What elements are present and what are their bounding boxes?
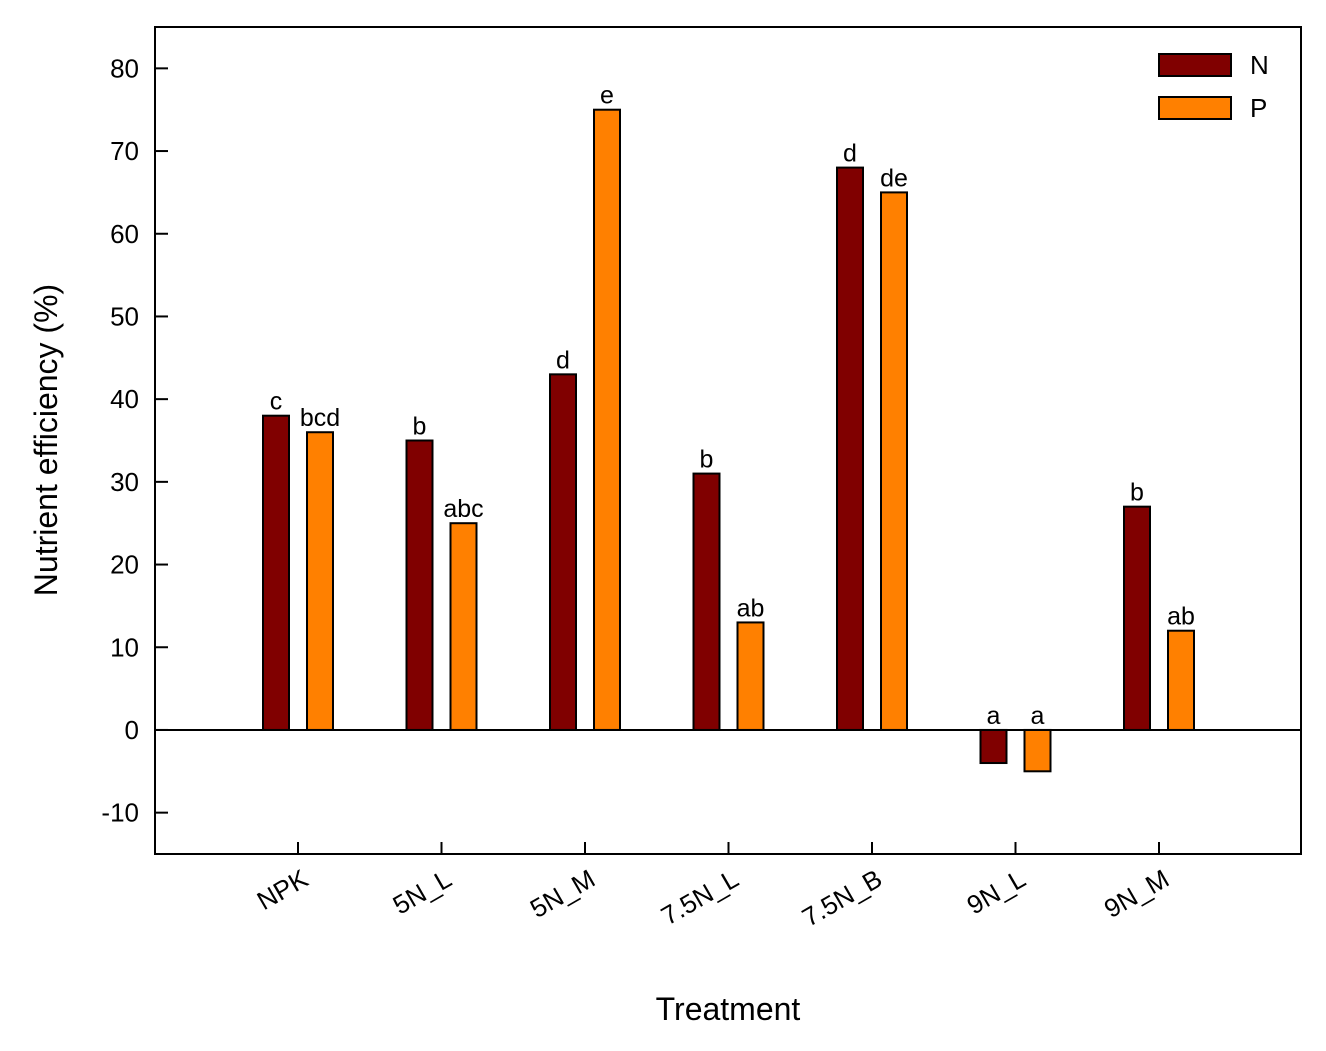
bar-label: d (843, 140, 857, 168)
bar-P-9N_M (1167, 629, 1195, 731)
y-axis-title: Nutrient efficiency (%) (28, 284, 64, 596)
bar-N-5N_L (405, 439, 434, 731)
legend-swatch-P (1158, 96, 1232, 120)
bar-N-7.5N_B (836, 166, 864, 731)
y-tick-label: -10 (101, 798, 139, 828)
y-axis: -10 0 10 20 30 40 50 60 70 80 (101, 53, 168, 828)
y-tick-label: 50 (110, 301, 139, 331)
x-axis: NPK 5N_L 5N_M 7.5N_L 7.5N_B 9N_L 9N_M (252, 842, 1174, 933)
y-tick-label: 10 (110, 632, 139, 662)
legend-swatch-N (1158, 53, 1232, 77)
bar-label: b (413, 413, 427, 441)
bar-N-NPK (262, 414, 290, 731)
x-tick-label: 7.5N_L (656, 863, 744, 931)
legend: NP (1158, 50, 1269, 123)
bar-N-9N_L (979, 728, 1008, 765)
x-tick-label: 5N_L (388, 863, 457, 920)
x-tick-label: 5N_M (525, 863, 600, 924)
bar-label: ab (1167, 603, 1195, 631)
legend-label-N: N (1250, 50, 1269, 80)
bar-N-7.5N_L (692, 472, 721, 731)
y-tick-label: 70 (110, 136, 139, 166)
bar-P-7.5N_B (880, 191, 908, 731)
bar-P-5N_L (449, 522, 478, 731)
bar-label: abc (443, 495, 483, 523)
x-tick-label: 7.5N_B (797, 863, 887, 932)
legend-label-P: P (1250, 93, 1267, 123)
bar-P-7.5N_L (736, 621, 765, 731)
y-tick-label: 60 (110, 219, 139, 249)
x-tick-label: NPK (252, 863, 314, 916)
bar-label: bcd (300, 404, 340, 432)
bar-P-5N_M (593, 108, 621, 731)
y-tick-label: 0 (125, 715, 139, 745)
bar-label: de (880, 164, 908, 192)
bar-label: c (270, 388, 283, 416)
x-tick-label: 9N_L (962, 863, 1031, 920)
bar-P-NPK (306, 431, 334, 731)
y-tick-label: 30 (110, 467, 139, 497)
bar-label: a (1031, 702, 1045, 730)
bar-label: e (600, 82, 614, 110)
bar-P-9N_L (1023, 728, 1052, 773)
y-tick-label: 40 (110, 384, 139, 414)
bar-label: b (1130, 479, 1144, 507)
bar-N-5N_M (549, 373, 577, 731)
x-axis-title: Treatment (656, 991, 801, 1027)
bar-N-9N_M (1123, 505, 1151, 731)
bar-label: d (556, 346, 570, 374)
y-tick-label: 80 (110, 53, 139, 83)
x-tick-label: 9N_M (1099, 863, 1174, 924)
y-tick-label: 20 (110, 550, 139, 580)
bar-label: a (987, 702, 1001, 730)
bar-label: b (700, 446, 714, 474)
bar-label: ab (737, 594, 765, 622)
